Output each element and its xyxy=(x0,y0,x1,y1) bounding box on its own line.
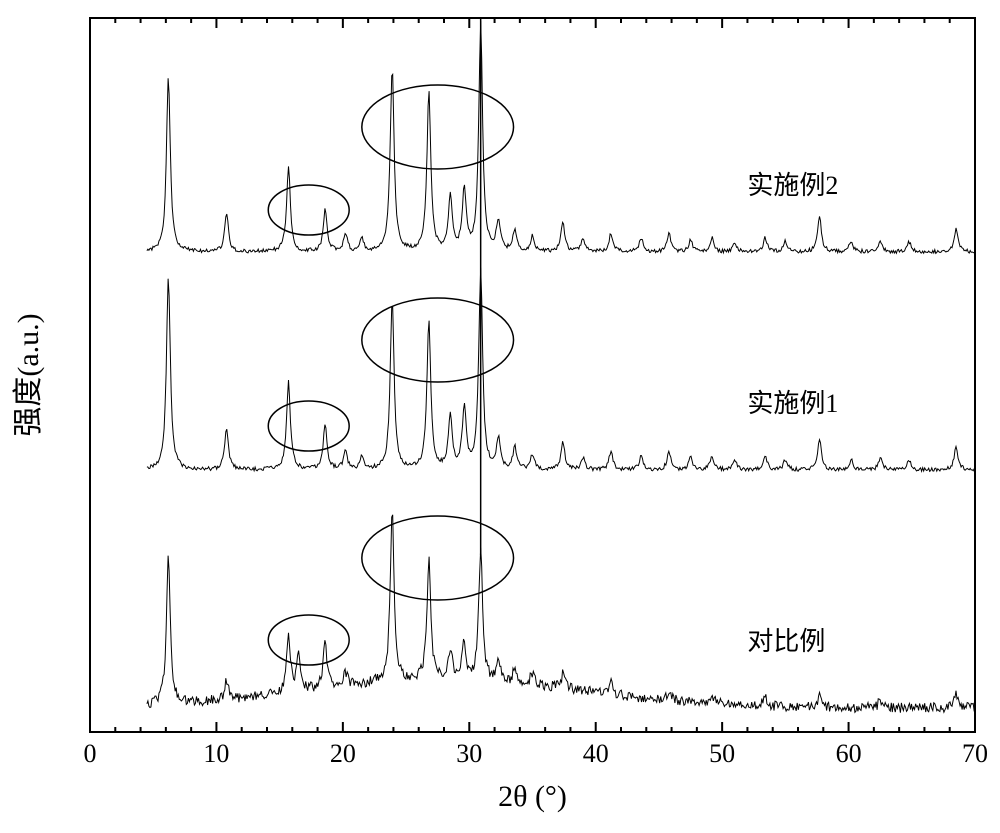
x-tick-label: 60 xyxy=(836,739,862,768)
x-tick-label: 50 xyxy=(709,739,735,768)
annotation-ellipse-4 xyxy=(268,615,349,665)
x-tick-label: 30 xyxy=(456,739,482,768)
annotation-ellipse-3 xyxy=(362,298,514,382)
x-tick-label: 20 xyxy=(330,739,356,768)
x-tick-label: 10 xyxy=(203,739,229,768)
spectrum-example1 xyxy=(147,268,974,472)
annotation-ellipse-0 xyxy=(268,185,349,235)
chart-svg: 0 10 20 30 40 50 60 70 2θ (°) 强度(a.u.) 实施例2 实施例1 对比例 xyxy=(0,0,1000,833)
x-tick-label: 70 xyxy=(962,739,988,768)
x-axis-title: 2θ (°) xyxy=(498,780,567,813)
x-tick-label: 0 xyxy=(84,739,97,768)
x-tick-label: 40 xyxy=(583,739,609,768)
annotation-ellipse-2 xyxy=(268,401,349,451)
annotation-ellipse-5 xyxy=(362,516,514,600)
series-label-example2: 实施例2 xyxy=(747,171,838,200)
series-label-compare: 对比例 xyxy=(747,627,825,656)
xrd-chart: 0 10 20 30 40 50 60 70 2θ (°) 强度(a.u.) 实施例2 实施例1 对比例 xyxy=(0,0,1000,833)
spectrum-compare xyxy=(147,515,974,713)
annotation-ellipse-1 xyxy=(362,85,514,169)
plot-border xyxy=(90,18,975,732)
y-axis-title: 强度(a.u.) xyxy=(12,313,45,436)
series-label-example1: 实施例1 xyxy=(747,389,838,418)
